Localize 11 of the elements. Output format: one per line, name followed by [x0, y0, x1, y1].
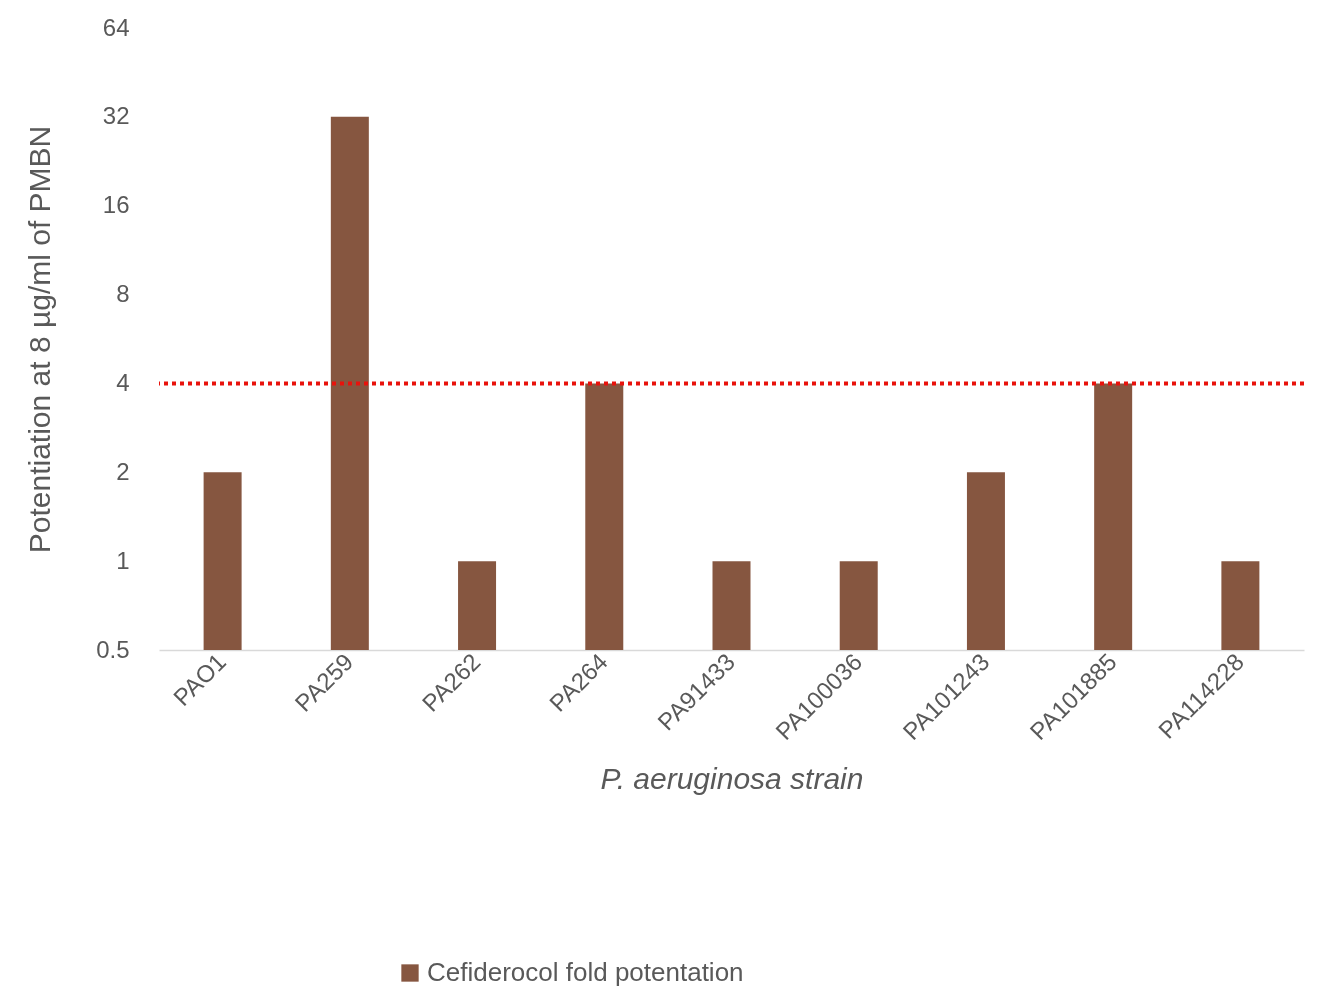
- y-axis-title: Potentiation at 8 µg/ml of PMBN: [23, 125, 57, 554]
- y-tick-label: 1: [116, 546, 130, 574]
- y-tick-label: 32: [102, 102, 130, 130]
- y-tick-label: 16: [102, 191, 130, 219]
- y-tick-label: 0.5: [96, 635, 130, 663]
- legend-label: Cefiderocol fold potentation: [427, 957, 744, 987]
- y-tick-label: 8: [116, 280, 130, 308]
- y-tick-label: 64: [102, 13, 130, 41]
- y-tick-label: 4: [116, 368, 130, 396]
- y-tick-label: 2: [116, 457, 130, 485]
- x-axis-title: P. aeruginosa strain: [600, 761, 864, 795]
